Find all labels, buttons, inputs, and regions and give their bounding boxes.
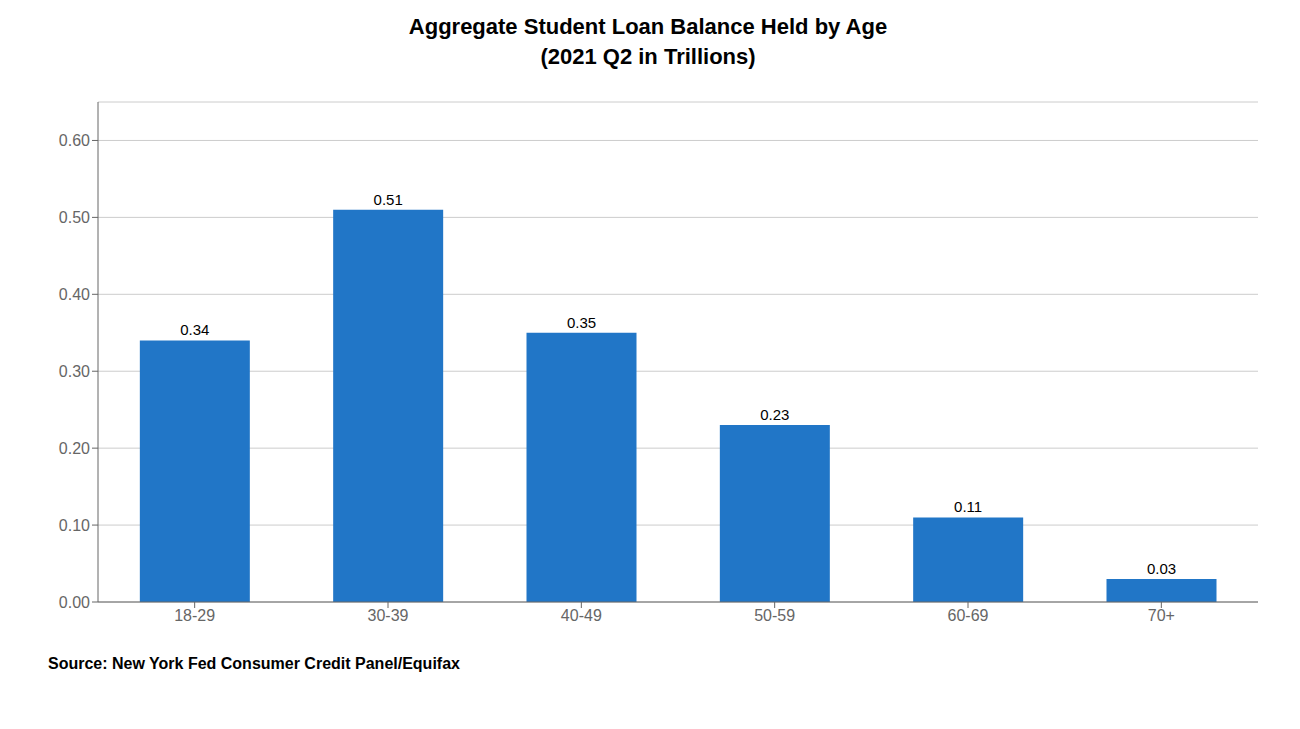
svg-text:40-49: 40-49	[561, 607, 602, 624]
svg-text:0.11: 0.11	[954, 498, 982, 515]
svg-text:0.20: 0.20	[59, 440, 90, 457]
svg-text:30-39: 30-39	[368, 607, 409, 624]
svg-text:0.40: 0.40	[59, 286, 90, 303]
svg-text:0.35: 0.35	[567, 314, 596, 331]
html-text:Source: New York Fed Consumer: Source: New York Fed Consumer Credit Pan…	[48, 655, 460, 672]
svg-text:60-69: 60-69	[948, 607, 989, 624]
svg-text:0.23: 0.23	[760, 406, 789, 423]
svg-text:0.50: 0.50	[59, 209, 90, 226]
svg-text:0.34: 0.34	[180, 321, 209, 338]
svg-text:0.51: 0.51	[374, 191, 403, 208]
svg-text:18-29: 18-29	[174, 607, 215, 624]
html-text:(2021 Q2 in Trillions): (2021 Q2 in Trillions)	[540, 44, 756, 69]
svg-text:70+: 70+	[1148, 607, 1175, 624]
svg-text:0.03: 0.03	[1147, 560, 1176, 577]
svg-text:0.60: 0.60	[59, 132, 90, 149]
html-text:Aggregate Student Loan Balance: Aggregate Student Loan Balance Held by A…	[408, 14, 888, 39]
svg-text:50-59: 50-59	[754, 607, 795, 624]
svg-text:0.10: 0.10	[59, 517, 90, 534]
svg-text:0.30: 0.30	[59, 363, 90, 380]
svg-text:0.00: 0.00	[59, 594, 90, 611]
